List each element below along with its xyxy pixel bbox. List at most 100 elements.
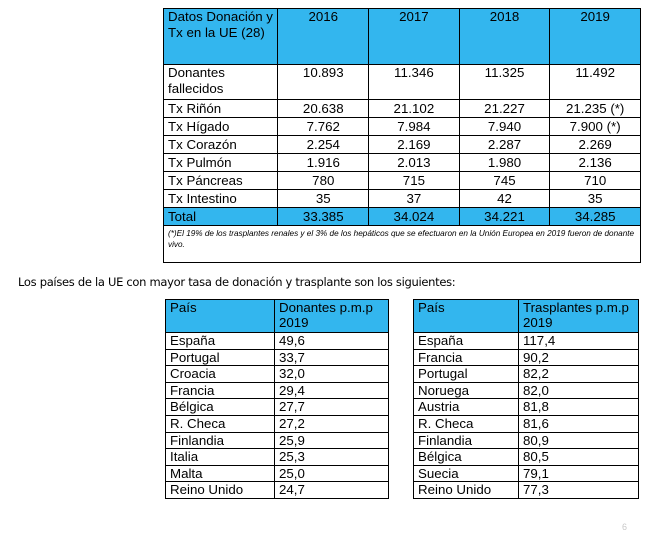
- header-cell: País: [165, 299, 275, 333]
- row-label: Tx Páncreas: [162, 171, 279, 190]
- cell: 2.013: [368, 153, 460, 172]
- cell: 20.638: [277, 99, 370, 118]
- table-row: R. Checa 81,6: [413, 414, 639, 433]
- transplants-ranking-table: País Trasplantes p.m.p 2019 España 117,4 …: [413, 299, 639, 499]
- row-label: Total: [162, 207, 279, 226]
- country-cell: Portugal: [165, 348, 275, 367]
- table-row: Tx Riñón 20.638 21.102 21.227 21.235 (*): [162, 99, 641, 118]
- header-cell: 2018: [458, 8, 551, 65]
- table-row: Francia 29,4: [165, 381, 389, 400]
- cell: 1.916: [277, 153, 370, 172]
- country-cell: Finlandia: [413, 431, 519, 450]
- cell: 11.492: [549, 64, 641, 100]
- cell: 7.940: [458, 117, 551, 136]
- country-cell: R. Checa: [165, 414, 275, 433]
- cell: 7.984: [368, 117, 460, 136]
- header-cell: 2016: [277, 8, 370, 65]
- country-cell: R. Checa: [413, 414, 519, 433]
- row-label: Donantes fallecidos: [162, 64, 279, 100]
- header-cell: Trasplantes p.m.p 2019: [518, 299, 639, 333]
- country-cell: Malta: [165, 464, 275, 483]
- cell: 2.287: [458, 135, 551, 154]
- row-label: Tx Corazón: [162, 135, 279, 154]
- table-header-row: País Trasplantes p.m.p 2019: [413, 299, 639, 333]
- table-row: Malta 25,0: [165, 464, 389, 483]
- table-row: Austria 81,8: [413, 398, 639, 416]
- cell: 2.169: [368, 135, 460, 154]
- table-row: Bélgica 80,5: [413, 448, 639, 466]
- table-row: Reino Unido 77,3: [413, 481, 639, 499]
- table-row: Donantes fallecidos 10.893 11.346 11.325…: [162, 64, 641, 100]
- table-row: Italia 25,3: [165, 448, 389, 466]
- country-cell: Italia: [165, 448, 275, 466]
- country-cell: España: [165, 332, 275, 350]
- cell: 780: [277, 171, 370, 190]
- table-row: Tx Hígado 7.762 7.984 7.940 7.900 (*): [162, 117, 641, 136]
- value-cell: 80,9: [518, 431, 639, 450]
- header-cell: 2019: [549, 8, 641, 65]
- value-cell: 117,4: [518, 332, 639, 350]
- donors-ranking-table: País Donantes p.m.p 2019 España 49,6 Port…: [165, 299, 389, 499]
- footnote: (*)El 19% de los trasplantes renales y e…: [163, 225, 641, 263]
- cell: 37: [368, 189, 460, 208]
- cell: 34.285: [549, 207, 641, 226]
- country-cell: Finlandia: [165, 431, 275, 450]
- table-row: Tx Intestino 35 37 42 35: [162, 189, 641, 208]
- header-cell: País: [413, 299, 519, 333]
- table-row: España 117,4: [413, 332, 639, 350]
- cell: 21.235 (*): [549, 99, 641, 118]
- country-cell: Suecia: [413, 464, 519, 483]
- cell: 42: [458, 189, 551, 208]
- table-row: Tx Corazón 2.254 2.169 2.287 2.269: [162, 135, 641, 154]
- cell: 11.346: [368, 64, 460, 100]
- table-row: Finlandia 80,9: [413, 431, 639, 450]
- country-cell: Portugal: [413, 365, 519, 383]
- value-cell: 82,0: [518, 381, 639, 400]
- cell: 34.221: [458, 207, 551, 226]
- value-cell: 27,2: [274, 414, 389, 433]
- value-cell: 32,0: [274, 365, 389, 383]
- value-cell: 29,4: [274, 381, 389, 400]
- cell: 7.900 (*): [549, 117, 641, 136]
- cell: 33.385: [277, 207, 370, 226]
- cell: 745: [458, 171, 551, 190]
- table-row: Finlandia 25,9: [165, 431, 389, 450]
- value-cell: 90,2: [518, 348, 639, 367]
- cell: 21.102: [368, 99, 460, 118]
- row-label: Tx Hígado: [162, 117, 279, 136]
- cell: 35: [549, 189, 641, 208]
- value-cell: 25,3: [274, 448, 389, 466]
- value-cell: 81,6: [518, 414, 639, 433]
- donation-transplant-table: Datos Donación y Tx en la UE (28) 2016 2…: [162, 8, 641, 263]
- country-cell: Francia: [413, 348, 519, 367]
- table-row: Noruega 82,0: [413, 381, 639, 400]
- table-row: España 49,6: [165, 332, 389, 350]
- caption-text: Los países de la UE con mayor tasa de do…: [18, 275, 456, 289]
- value-cell: 81,8: [518, 398, 639, 416]
- country-cell: Bélgica: [413, 448, 519, 466]
- table-row: R. Checa 27,2: [165, 414, 389, 433]
- value-cell: 82,2: [518, 365, 639, 383]
- cell: 1.980: [458, 153, 551, 172]
- value-cell: 25,0: [274, 464, 389, 483]
- table-row: Suecia 79,1: [413, 464, 639, 483]
- cell: 35: [277, 189, 370, 208]
- country-cell: Bélgica: [165, 398, 275, 416]
- value-cell: 33,7: [274, 348, 389, 367]
- country-cell: Croacia: [165, 365, 275, 383]
- page-number: 6: [622, 522, 628, 532]
- country-cell: Reino Unido: [165, 481, 275, 499]
- cell: 11.325: [458, 64, 551, 100]
- cell: 2.136: [549, 153, 641, 172]
- header-cell: Datos Donación y Tx en la UE (28): [162, 8, 279, 65]
- cell: 710: [549, 171, 641, 190]
- country-cell: Francia: [165, 381, 275, 400]
- value-cell: 80,5: [518, 448, 639, 466]
- value-cell: 24,7: [274, 481, 389, 499]
- table-row: Reino Unido 24,7: [165, 481, 389, 499]
- cell: 2.254: [277, 135, 370, 154]
- table-row: Bélgica 27,7: [165, 398, 389, 416]
- country-cell: Reino Unido: [413, 481, 519, 499]
- table-row: Francia 90,2: [413, 348, 639, 367]
- country-cell: España: [413, 332, 519, 350]
